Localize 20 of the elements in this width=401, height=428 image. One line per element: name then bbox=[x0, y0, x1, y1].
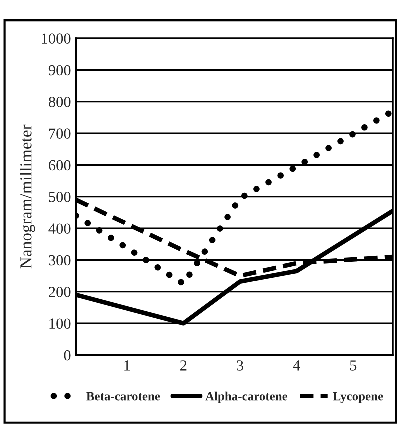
y-tick-label: 300 bbox=[49, 255, 71, 266]
x-tick-label: 4 bbox=[293, 360, 300, 371]
y-tick-label: 900 bbox=[48, 65, 71, 76]
y-tick-label: 500 bbox=[49, 192, 71, 202]
y-tick-label: 1000 bbox=[42, 34, 71, 44]
x-tick-label: 1 bbox=[124, 360, 130, 371]
x-tick-label: 3 bbox=[237, 360, 244, 371]
y-tick-label: 0 bbox=[64, 350, 71, 361]
y-tick-label: 400 bbox=[48, 224, 71, 234]
legend-label: Lycopene bbox=[333, 392, 384, 404]
x-tick-label: 5 bbox=[350, 360, 357, 371]
x-tick-label: 2 bbox=[180, 360, 187, 371]
y-tick-label: 200 bbox=[49, 287, 71, 298]
y-tick-label: 700 bbox=[49, 128, 71, 139]
y-tick-label: 600 bbox=[49, 160, 71, 171]
legend-label: Beta-carotene bbox=[86, 392, 160, 401]
legend-label: Alpha-carotene bbox=[206, 392, 288, 404]
y-tick-label: 100 bbox=[50, 318, 71, 330]
y-axis-title: Nanogram/millimeter bbox=[20, 124, 36, 269]
y-tick-label: 800 bbox=[48, 97, 71, 108]
